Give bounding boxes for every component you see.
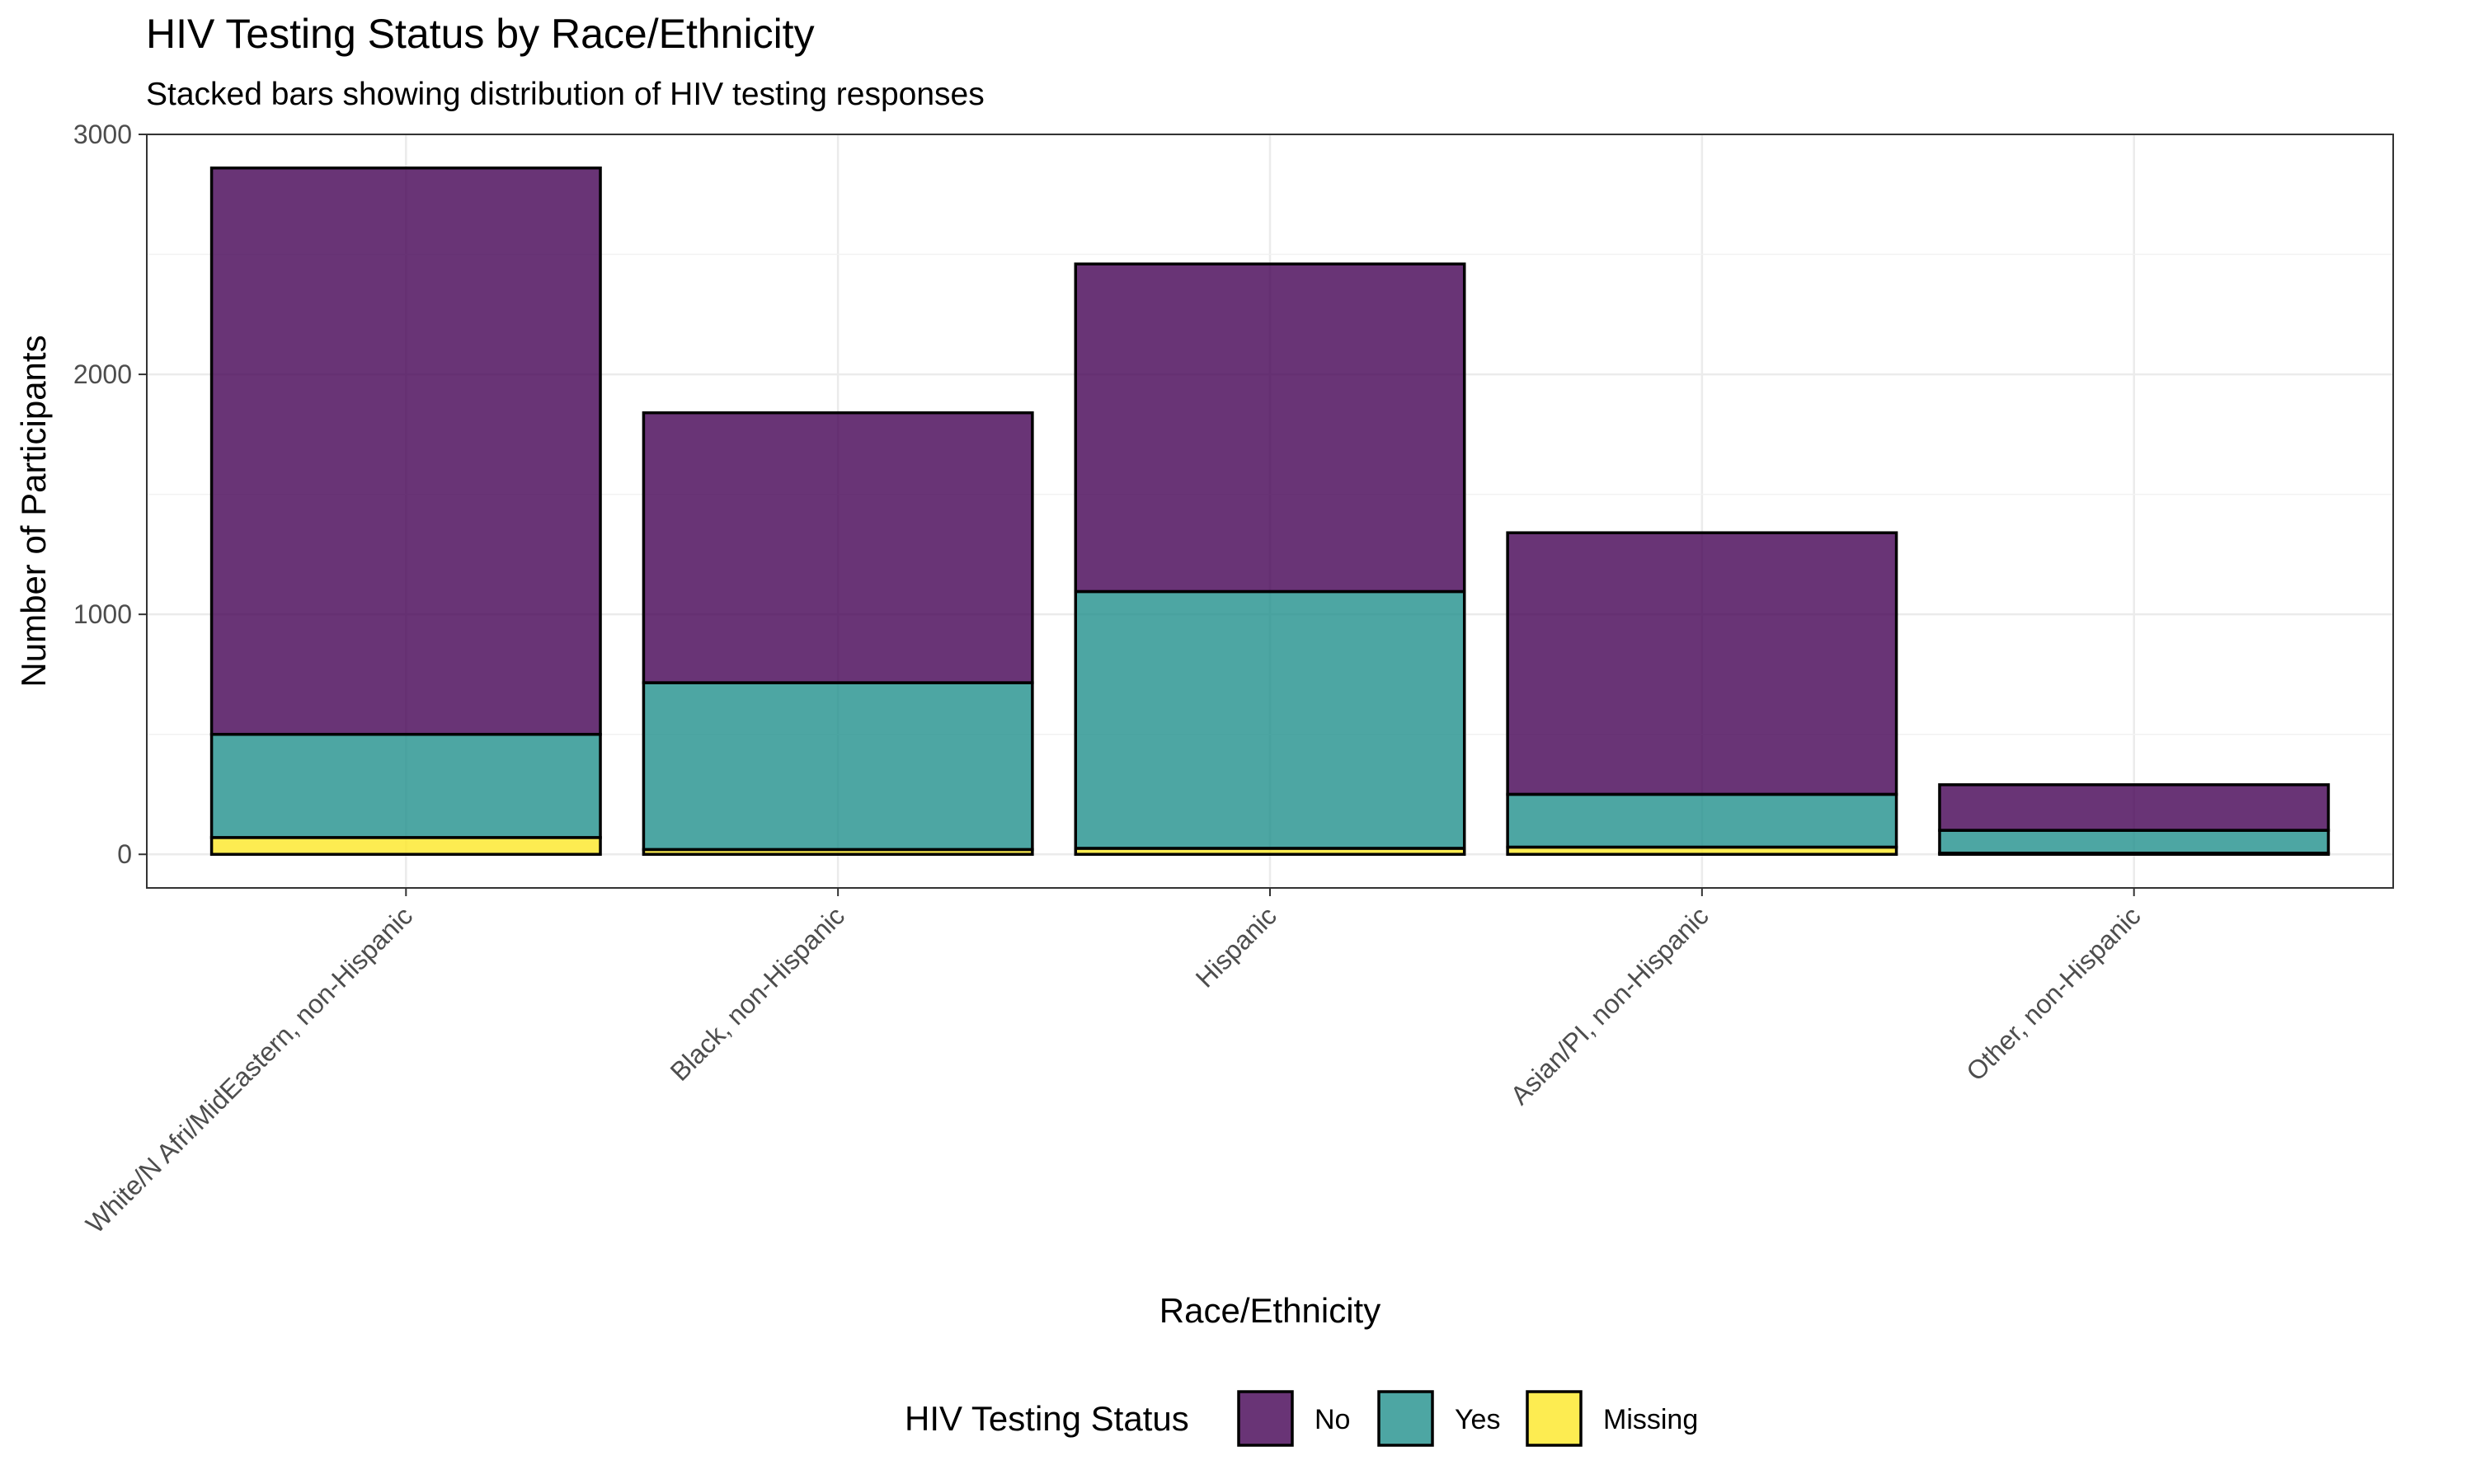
bar-segment: [642, 411, 1034, 684]
bar-segment: [1506, 531, 1898, 796]
x-tick-label: Hispanic: [1190, 900, 1282, 993]
legend-items: No Yes Missing: [1237, 1390, 1698, 1447]
legend-key: [1526, 1390, 1583, 1447]
legend-key: [1237, 1390, 1294, 1447]
legend-key: [1377, 1390, 1434, 1447]
bar-segment: [1938, 829, 2331, 855]
y-axis: 0 1000 2000 3000: [73, 120, 147, 869]
x-tick-label: Asian/PI, non-Hispanic: [1504, 900, 1714, 1110]
legend-label: No: [1315, 1404, 1350, 1435]
bar-segment: [1506, 792, 1898, 849]
chart-subtitle: Stacked bars showing distribution of HIV…: [146, 77, 985, 112]
bar-segment: [1074, 262, 1466, 594]
legend-title: HIV Testing Status: [905, 1399, 1189, 1438]
chart-title: HIV Testing Status by Race/Ethnicity: [146, 11, 815, 57]
bar-segment: [209, 167, 602, 736]
bar-segment: [209, 732, 602, 839]
x-axis: White/N Afri/MidEastern, non-Hispanic Bla…: [80, 888, 2147, 1239]
bar-segment: [1074, 589, 1466, 850]
plot-area: [146, 133, 2394, 889]
bars: [209, 167, 2331, 856]
y-tick-label: 2000: [73, 359, 132, 389]
y-tick-label: 1000: [73, 599, 132, 629]
legend-label: Yes: [1455, 1404, 1500, 1435]
y-axis-title: Number of Participants: [14, 335, 53, 687]
x-tick-label: Black, non-Hispanic: [665, 900, 850, 1086]
x-tick-label: White/N Afri/MidEastern, non-Hispanic: [80, 900, 418, 1238]
bar-segment: [642, 681, 1034, 852]
y-tick-label: 0: [117, 839, 132, 869]
y-tick-label: 3000: [73, 120, 132, 149]
x-axis-title: Race/Ethnicity: [1159, 1291, 1380, 1330]
bar-segment: [209, 836, 602, 856]
x-tick-label: Other, non-Hispanic: [1960, 900, 2146, 1086]
legend: HIV Testing Status No Yes Missing: [905, 1390, 1698, 1447]
legend-label: Missing: [1603, 1404, 1698, 1435]
bar-segment: [1938, 783, 2331, 832]
